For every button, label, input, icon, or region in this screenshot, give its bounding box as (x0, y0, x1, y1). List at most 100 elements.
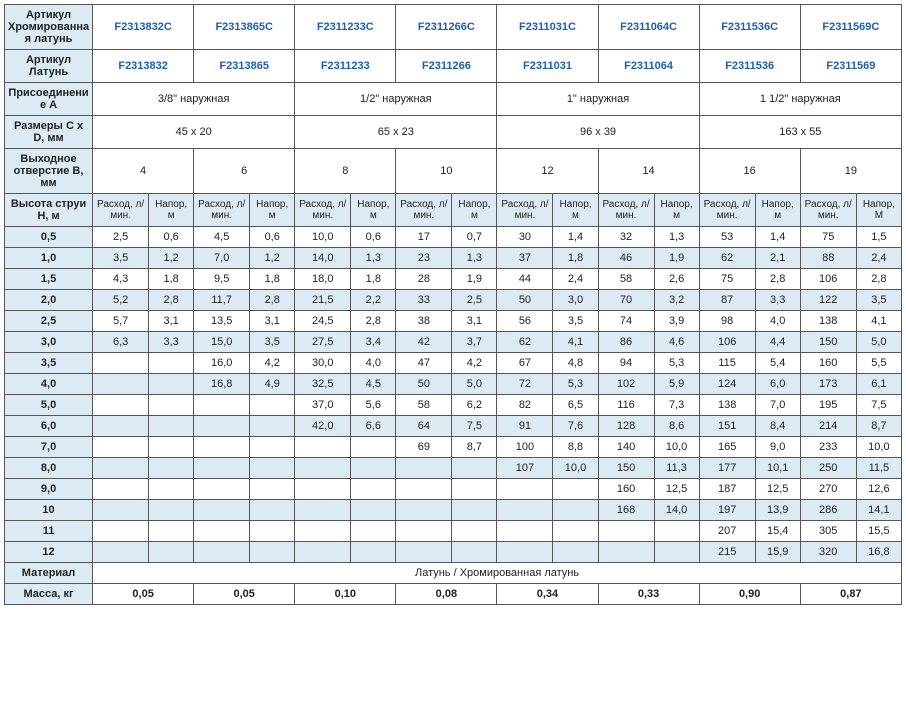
jet-height-label: 3,0 (5, 332, 93, 353)
cell (149, 500, 194, 521)
cell: 6,0 (755, 374, 800, 395)
art-chrome-5[interactable]: F2311064C (598, 5, 699, 50)
cell: 1,2 (149, 248, 194, 269)
cell: 7,6 (553, 416, 598, 437)
outlet-1: 6 (194, 149, 295, 194)
outlet-2: 8 (295, 149, 396, 194)
data-row: 3,516,04,230,04,0474,2674,8945,31155,416… (5, 353, 902, 374)
cell: 233 (800, 437, 856, 458)
cell (93, 416, 149, 437)
cell: 3,3 (755, 290, 800, 311)
cell (497, 500, 553, 521)
cell: 67 (497, 353, 553, 374)
cell (250, 500, 295, 521)
art-brass-0[interactable]: F2313832 (93, 50, 194, 83)
cell (351, 458, 396, 479)
cell (93, 353, 149, 374)
art-chrome-7[interactable]: F2311569C (800, 5, 901, 50)
cell (295, 521, 351, 542)
cell: 18,0 (295, 269, 351, 290)
cell: 197 (699, 500, 755, 521)
cell: 138 (699, 395, 755, 416)
cell: 4,4 (755, 332, 800, 353)
cell: 150 (800, 332, 856, 353)
cell: 124 (699, 374, 755, 395)
data-row: 7,0698,71008,814010,01659,023310,0 (5, 437, 902, 458)
cell (497, 542, 553, 563)
cell: 195 (800, 395, 856, 416)
cell (250, 395, 295, 416)
cell: 150 (598, 458, 654, 479)
jet-height-label: 4,0 (5, 374, 93, 395)
cell: 168 (598, 500, 654, 521)
cell (396, 500, 452, 521)
art-chrome-0[interactable]: F2313832C (93, 5, 194, 50)
cell: 115 (699, 353, 755, 374)
cell: 0,7 (452, 227, 497, 248)
data-row: 1221515,932016,8 (5, 542, 902, 563)
hdr-jet-height: Высота струи H, м (5, 194, 93, 227)
art-chrome-1[interactable]: F2313865C (194, 5, 295, 50)
art-brass-7[interactable]: F2311569 (800, 50, 901, 83)
hdr-mass: Масса, кг (5, 584, 93, 605)
cell: 1,9 (654, 248, 699, 269)
cell: 10,0 (654, 437, 699, 458)
cell: 62 (699, 248, 755, 269)
cell: 165 (699, 437, 755, 458)
outlet-5: 14 (598, 149, 699, 194)
cell: 1,2 (250, 248, 295, 269)
cell (553, 542, 598, 563)
cell: 106 (699, 332, 755, 353)
cell: 1,4 (755, 227, 800, 248)
cell: 0,6 (351, 227, 396, 248)
art-brass-1[interactable]: F2313865 (194, 50, 295, 83)
cell: 15,0 (194, 332, 250, 353)
jet-height-label: 2,0 (5, 290, 93, 311)
jet-height-label: 0,5 (5, 227, 93, 248)
cell: 5,2 (93, 290, 149, 311)
art-brass-4[interactable]: F2311031 (497, 50, 598, 83)
art-chrome-4[interactable]: F2311031C (497, 5, 598, 50)
cell: 3,1 (149, 311, 194, 332)
cell: 30 (497, 227, 553, 248)
cell (194, 542, 250, 563)
cell (295, 479, 351, 500)
cell: 160 (800, 353, 856, 374)
art-brass-5[interactable]: F2311064 (598, 50, 699, 83)
cell: 151 (699, 416, 755, 437)
cell: 102 (598, 374, 654, 395)
art-brass-2[interactable]: F2311233 (295, 50, 396, 83)
cell: 14,0 (654, 500, 699, 521)
sub-flow-5: Расход, л/мин. (598, 194, 654, 227)
cell: 2,4 (856, 248, 901, 269)
cell (295, 458, 351, 479)
cell: 12,6 (856, 479, 901, 500)
cell (149, 458, 194, 479)
cell: 14,1 (856, 500, 901, 521)
cell: 4,5 (194, 227, 250, 248)
cell: 17 (396, 227, 452, 248)
dims-2: 96 x 39 (497, 116, 699, 149)
cell: 305 (800, 521, 856, 542)
sub-head-1: Напор, м (250, 194, 295, 227)
hdr-art-brass: Артикул Латунь (5, 50, 93, 83)
cell (149, 374, 194, 395)
cell: 32 (598, 227, 654, 248)
cell (452, 521, 497, 542)
dims-0: 45 x 20 (93, 116, 295, 149)
art-chrome-2[interactable]: F2311233C (295, 5, 396, 50)
cell: 8,6 (654, 416, 699, 437)
art-brass-3[interactable]: F2311266 (396, 50, 497, 83)
cell: 5,3 (553, 374, 598, 395)
art-chrome-6[interactable]: F2311536C (699, 5, 800, 50)
art-chrome-3[interactable]: F2311266C (396, 5, 497, 50)
cell: 250 (800, 458, 856, 479)
cell: 5,7 (93, 311, 149, 332)
cell: 6,1 (856, 374, 901, 395)
cell: 58 (598, 269, 654, 290)
art-brass-6[interactable]: F2311536 (699, 50, 800, 83)
mass-3: 0,08 (396, 584, 497, 605)
cell: 138 (800, 311, 856, 332)
cell (250, 479, 295, 500)
cell: 7,3 (654, 395, 699, 416)
